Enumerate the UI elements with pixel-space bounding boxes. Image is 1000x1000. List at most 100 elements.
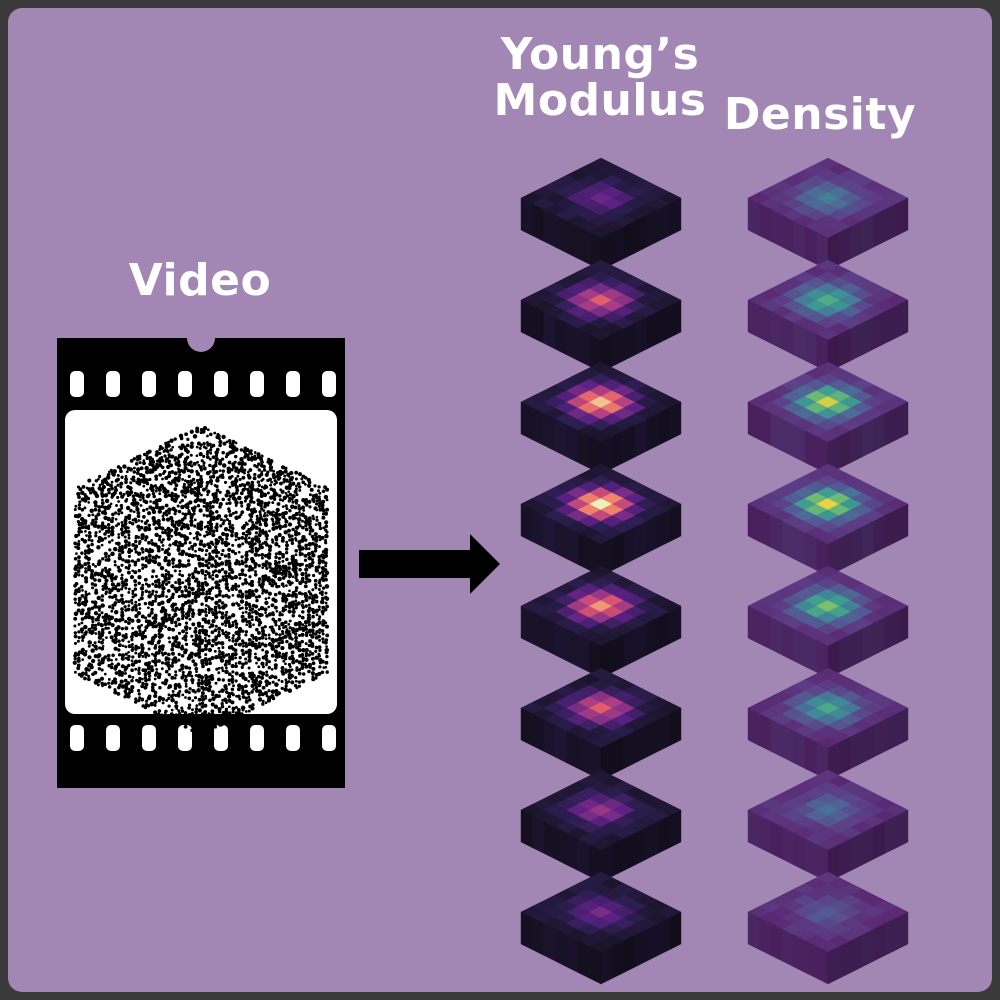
particle-dot <box>210 608 214 611</box>
particle-dot <box>222 519 226 523</box>
particle-dot <box>191 681 194 685</box>
particle-dot <box>215 554 219 558</box>
particle-dot <box>117 533 121 536</box>
particle-dot <box>100 628 105 632</box>
particle-dot <box>298 511 301 514</box>
particle-dot <box>160 583 165 587</box>
particle-dot <box>250 640 255 645</box>
particle-dot <box>244 644 249 648</box>
particle-dot <box>206 493 209 497</box>
particle-dot <box>91 643 95 647</box>
slice-side-cell <box>839 838 852 877</box>
particle-dot <box>257 693 262 697</box>
particle-dot <box>134 607 139 612</box>
particle-dot <box>263 511 267 515</box>
particle-dot <box>270 480 273 484</box>
particle-dot <box>304 523 308 528</box>
particle-dot <box>267 633 271 637</box>
particle-dot <box>296 601 301 606</box>
particle-dot <box>167 657 171 661</box>
particle-dot <box>163 711 167 715</box>
particle-dot <box>300 477 304 481</box>
particle-dot <box>274 514 279 520</box>
particle-dot <box>214 637 218 641</box>
particle-dot <box>186 462 191 467</box>
particle-dot <box>79 584 84 589</box>
particle-dot <box>223 554 228 558</box>
slice-side-cell <box>566 220 579 259</box>
slice-side-cell <box>782 622 794 662</box>
particle-dot <box>113 680 118 685</box>
particle-dot <box>218 606 222 610</box>
particle-dot <box>73 616 78 621</box>
particle-dot <box>234 656 238 660</box>
particle-dot <box>110 529 115 534</box>
particle-dot <box>173 487 178 491</box>
particle-dot <box>140 646 145 651</box>
particle-dot <box>115 504 118 507</box>
particle-dot <box>294 553 298 557</box>
particle-dot <box>145 488 149 492</box>
particle-dot <box>205 452 209 456</box>
particle-dot <box>84 567 87 570</box>
particle-dot <box>207 721 212 726</box>
particle-dot <box>210 702 215 707</box>
particle-dot <box>151 459 156 464</box>
particle-dot <box>184 714 189 719</box>
particle-dot <box>260 675 265 680</box>
particle-dot <box>189 651 195 657</box>
particle-dot <box>207 587 213 593</box>
particle-dot <box>238 576 242 580</box>
particle-dot <box>270 646 275 651</box>
particle-dot <box>203 703 208 708</box>
particle-dot <box>143 705 148 710</box>
particle-dot <box>290 654 294 658</box>
particle-dot <box>271 579 276 584</box>
particle-dot <box>307 590 311 594</box>
particle-dot <box>147 540 151 545</box>
particle-dot <box>136 688 141 693</box>
particle-dot <box>185 631 189 635</box>
particle-dot <box>171 557 176 562</box>
particle-dot <box>134 644 138 649</box>
particle-dot <box>180 653 185 658</box>
particle-dot <box>278 611 282 615</box>
particle-dot <box>202 426 208 431</box>
particle-dot <box>274 582 278 586</box>
particle-dot <box>150 641 154 646</box>
particle-dot <box>317 608 321 611</box>
particle-dot <box>211 717 215 721</box>
particle-dot <box>157 602 162 607</box>
particle-dot <box>193 629 198 634</box>
particle-dot <box>195 531 200 536</box>
particle-dot <box>119 527 124 532</box>
particle-dot <box>210 719 215 724</box>
particle-dot <box>198 541 203 547</box>
particle-dot <box>203 577 207 580</box>
particle-dot <box>317 565 321 569</box>
particle-dot <box>138 542 141 546</box>
particle-dot <box>304 546 309 551</box>
particle-dot <box>120 684 126 689</box>
particle-dot <box>126 681 131 685</box>
particle-dot <box>167 686 171 690</box>
particle-dot <box>187 586 191 590</box>
particle-dot <box>311 677 316 682</box>
particle-dot <box>80 530 84 534</box>
particle-dot <box>244 661 248 665</box>
slice-side-cell <box>850 322 863 361</box>
slice-side-cell <box>862 622 874 662</box>
particle-dot <box>220 611 225 616</box>
particle-dot <box>116 473 120 478</box>
particle-dot <box>307 552 311 556</box>
particle-dot <box>301 505 306 510</box>
particle-dot <box>288 509 292 513</box>
particle-dot <box>207 638 211 642</box>
particle-dot <box>221 469 226 473</box>
particle-dot <box>244 603 248 607</box>
particle-dot <box>80 507 85 512</box>
particle-dot <box>101 684 104 688</box>
slice-side-cell <box>520 401 533 441</box>
particle-dot <box>107 534 111 538</box>
particle-dot <box>184 588 188 593</box>
